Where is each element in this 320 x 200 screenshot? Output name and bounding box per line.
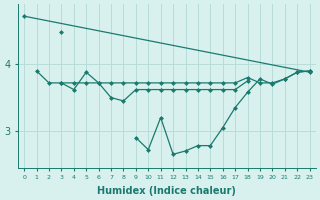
X-axis label: Humidex (Indice chaleur): Humidex (Indice chaleur) <box>98 186 236 196</box>
